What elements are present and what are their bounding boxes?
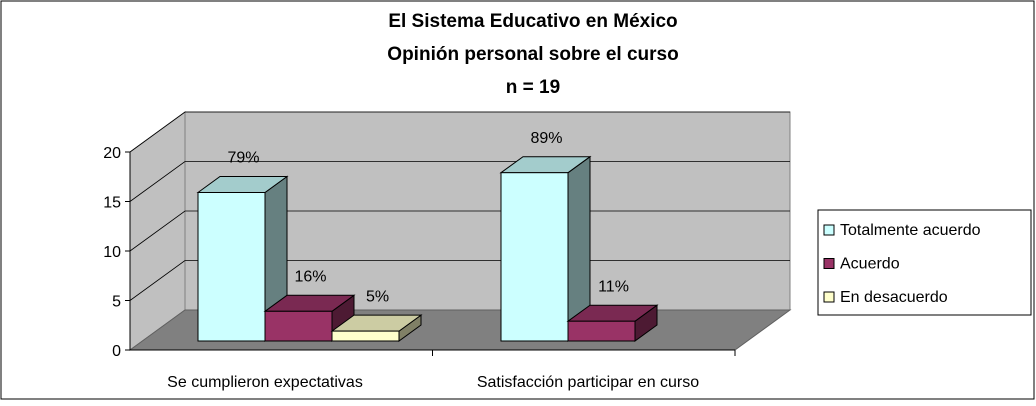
y-tick-label: 0 xyxy=(112,343,121,360)
bar-front xyxy=(197,192,266,342)
legend-label: Acuerdo xyxy=(840,256,900,273)
grid-line xyxy=(129,111,790,153)
bar xyxy=(499,155,592,342)
bar xyxy=(566,304,659,342)
bar xyxy=(263,294,356,342)
bar-front xyxy=(567,320,636,342)
legend-box xyxy=(817,209,1032,316)
data-label: 5% xyxy=(366,288,389,305)
data-label: 16% xyxy=(294,269,326,286)
bar xyxy=(196,175,289,342)
legend-label: En desacuerdo xyxy=(840,289,948,306)
chart-title: Opinión personal sobre el curso xyxy=(387,44,678,65)
chart-title: El Sistema Educativo en México xyxy=(388,11,677,32)
y-tick-label: 10 xyxy=(103,244,121,261)
chart-title: n = 19 xyxy=(506,77,560,98)
y-tick-label: 5 xyxy=(112,294,121,311)
bar-front xyxy=(264,310,333,342)
bar xyxy=(330,314,423,342)
y-tick-label: 20 xyxy=(103,145,121,162)
legend-label: Totalmente acuerdo xyxy=(840,222,981,239)
x-tick-label: Satisfacción participar en curso xyxy=(477,374,699,391)
data-label: 79% xyxy=(227,150,259,167)
y-tick-label: 15 xyxy=(103,195,121,212)
data-label: 89% xyxy=(530,130,562,147)
legend-swatch xyxy=(823,224,835,236)
x-tick-label: Se cumplieron expectativas xyxy=(167,374,363,391)
bar-front xyxy=(500,172,569,342)
data-label: 11% xyxy=(598,278,629,295)
legend-swatch xyxy=(823,258,835,269)
bar-front xyxy=(331,330,400,342)
legend-swatch xyxy=(823,291,835,303)
